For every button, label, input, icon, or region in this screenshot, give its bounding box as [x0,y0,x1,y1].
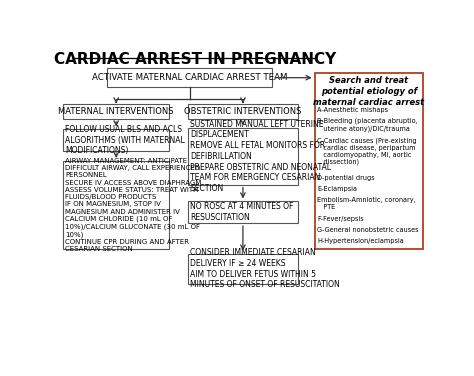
FancyBboxPatch shape [188,104,298,119]
Text: NO ROSC AT 4 MINUTES OF
RESUSCITATION: NO ROSC AT 4 MINUTES OF RESUSCITATION [191,202,294,222]
Text: MATERNAL INTERVENTIONS: MATERNAL INTERVENTIONS [58,107,174,116]
Text: SUSTAINED MANUAL LEFT UTERINE
DISPLACEMENT
REMOVE ALL FETAL MONITORS FOR
DEFIBRI: SUSTAINED MANUAL LEFT UTERINE DISPLACEME… [191,120,331,193]
Text: OBSTETRIC INTERVENTIONS: OBSTETRIC INTERVENTIONS [184,107,301,116]
FancyBboxPatch shape [315,73,423,249]
Text: A-Anesthetic mishaps: A-Anesthetic mishaps [318,107,389,113]
Text: Embolism-Amniotic, coronary,
   PTE: Embolism-Amniotic, coronary, PTE [318,197,416,209]
Text: FOLLOW USUAL BLS AND ACLS
ALGORITHMS (WITH MATERNAL
MODIFICATIONS): FOLLOW USUAL BLS AND ACLS ALGORITHMS (WI… [65,125,185,156]
FancyBboxPatch shape [63,161,169,249]
Text: C-Cardiac causes (Pre-existing
   cardiac disease, peripartum
   cardiomyopathy,: C-Cardiac causes (Pre-existing cardiac d… [318,138,417,165]
FancyBboxPatch shape [63,104,169,119]
Text: G-General nonobstetric causes: G-General nonobstetric causes [318,227,419,233]
FancyBboxPatch shape [188,202,298,223]
Text: F-Fever/sepsis: F-Fever/sepsis [318,216,364,222]
Text: B-Bleeding (placenta abruptio,
   uterine atony)/DIC/trauma: B-Bleeding (placenta abruptio, uterine a… [318,118,418,132]
Text: CONSIDER IMMEDIATE CESARIAN
DELIVERY IF ≥ 24 WEEKS
AIM TO DELIVER FETUS WITHIN 5: CONSIDER IMMEDIATE CESARIAN DELIVERY IF … [191,248,340,290]
Text: CARDIAC ARREST IN PREGNANCY: CARDIAC ARREST IN PREGNANCY [54,52,336,67]
Text: H-Hypertension/eclampsia: H-Hypertension/eclampsia [318,238,404,244]
Text: AIRWAY MANAGEMENT: ANTICIPATE
DIFFICULT AIRWAY, CALL EXPERIENCED
PERSONNEL
SECUR: AIRWAY MANAGEMENT: ANTICIPATE DIFFICULT … [65,158,202,252]
Text: D-potential drugs: D-potential drugs [318,174,375,180]
FancyBboxPatch shape [107,68,272,87]
FancyBboxPatch shape [188,253,298,284]
Text: Search and treat
potential etiology of
maternal cardiac arrest: Search and treat potential etiology of m… [313,76,424,107]
Text: E-Eclampsia: E-Eclampsia [318,185,357,191]
FancyBboxPatch shape [188,128,298,185]
Text: ACTIVATE MATERNAL CARDIAC ARREST TEAM: ACTIVATE MATERNAL CARDIAC ARREST TEAM [92,73,287,82]
FancyBboxPatch shape [63,129,169,151]
